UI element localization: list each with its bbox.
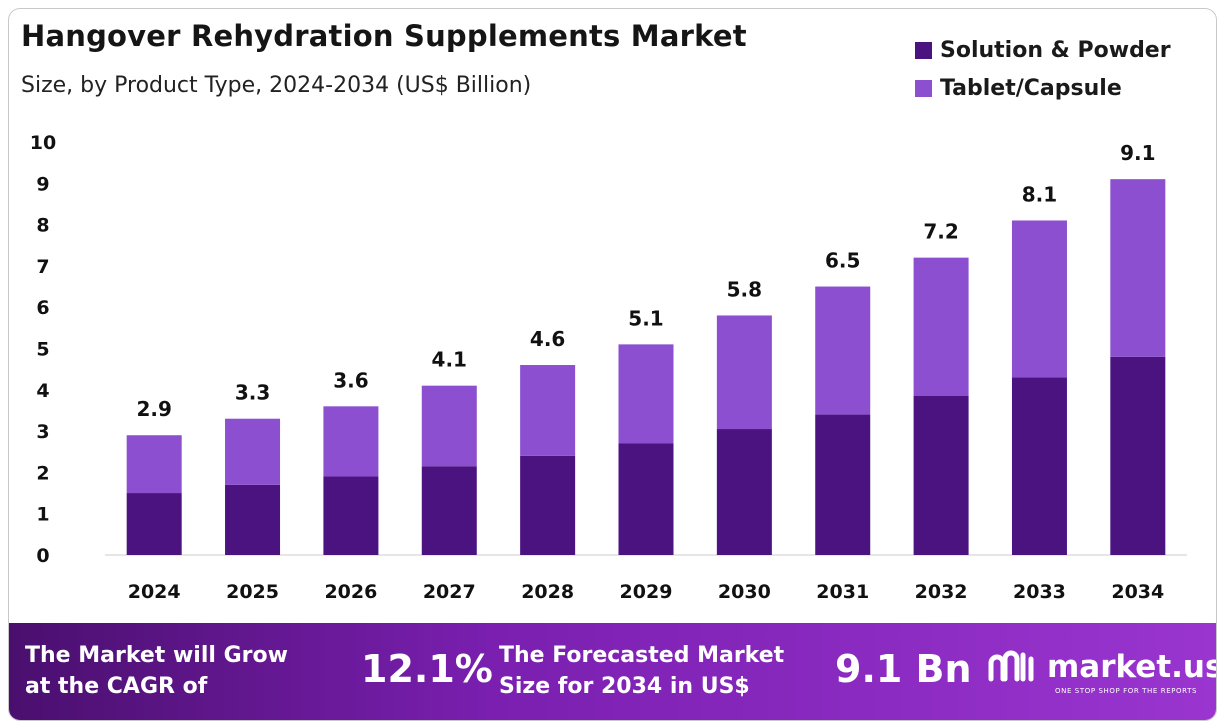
data-label-2024: 2.9 (136, 397, 171, 421)
data-label-2034: 9.1 (1120, 141, 1155, 165)
bar-solution-2031 (815, 414, 871, 555)
y-tick-label: 10 (30, 132, 56, 154)
y-tick-label: 8 (36, 215, 49, 237)
bar-solution-2033 (1011, 377, 1067, 555)
bar-tablet-2024 (126, 435, 182, 494)
legend-swatch-tablet (915, 79, 932, 97)
bar-tablet-2034 (1110, 179, 1166, 357)
brand-name: market.us (1047, 649, 1217, 685)
y-tick-label: 9 (36, 173, 49, 195)
legend-swatch-solution (915, 41, 932, 59)
data-label-2028: 4.6 (530, 327, 565, 351)
chart-card: Hangover Rehydration Supplements Market … (8, 8, 1217, 721)
legend-item-solution: Solution & Powder (915, 31, 1171, 69)
x-tick-label-2027: 2027 (423, 581, 476, 603)
bar-tablet-2030 (716, 315, 772, 430)
x-tick-label-2033: 2033 (1013, 581, 1066, 603)
bar-tablet-2027 (421, 385, 477, 467)
bar-solution-2027 (421, 466, 477, 555)
data-label-2025: 3.3 (235, 381, 270, 405)
bar-tablet-2033 (1011, 220, 1067, 378)
forecast-label: The Forecasted Market Size for 2034 in U… (499, 643, 785, 699)
bar-solution-2032 (913, 395, 969, 555)
y-tick-label: 2 (36, 462, 49, 484)
x-tick-label-2025: 2025 (226, 581, 279, 603)
x-tick-label-2034: 2034 (1111, 581, 1164, 603)
x-tick-label-2024: 2024 (128, 581, 181, 603)
y-tick-label: 3 (36, 421, 49, 443)
data-label-2027: 4.1 (432, 348, 467, 372)
x-tick-label-2032: 2032 (915, 581, 968, 603)
bar-tablet-2025 (225, 418, 281, 485)
legend-label-tablet: Tablet/Capsule (940, 75, 1122, 101)
y-tick-label: 1 (36, 504, 49, 526)
legend-item-tablet: Tablet/Capsule (915, 69, 1171, 107)
bar-solution-2028 (520, 455, 576, 555)
bar-tablet-2026 (323, 406, 379, 477)
market-us-logo-icon (988, 650, 1034, 682)
y-tick-label: 5 (36, 339, 49, 361)
brand-logo: market.us (987, 649, 1217, 685)
x-tick-label-2028: 2028 (521, 581, 574, 603)
bar-solution-2026 (323, 476, 379, 555)
data-label-2030: 5.8 (727, 277, 762, 301)
x-tick-label-2026: 2026 (324, 581, 377, 603)
bar-tablet-2032 (913, 257, 969, 396)
bar-tablet-2029 (618, 344, 674, 444)
x-tick-label-2031: 2031 (816, 581, 869, 603)
bar-solution-2030 (716, 429, 772, 555)
legend: Solution & Powder Tablet/Capsule (915, 31, 1171, 107)
brand-tagline: ONE STOP SHOP FOR THE REPORTS (1055, 687, 1198, 695)
cagr-value: 12.1% (361, 647, 493, 691)
bar-solution-2034 (1110, 356, 1166, 555)
y-tick-label: 7 (36, 256, 49, 278)
y-tick-label: 4 (36, 380, 49, 402)
forecast-value: 9.1 Bn (835, 647, 972, 691)
chart-title: Hangover Rehydration Supplements Market (21, 19, 747, 53)
cagr-label: The Market will Grow at the CAGR of (25, 643, 288, 699)
data-label-2031: 6.5 (825, 249, 860, 273)
bar-solution-2029 (618, 443, 674, 555)
data-label-2029: 5.1 (628, 306, 663, 330)
legend-label-solution: Solution & Powder (940, 37, 1171, 63)
bar-solution-2025 (225, 484, 281, 555)
bar-tablet-2028 (520, 365, 576, 456)
chart-subtitle: Size, by Product Type, 2024-2034 (US$ Bi… (21, 73, 532, 98)
data-label-2026: 3.6 (333, 368, 368, 392)
bar-chart: 0 1 2 3 4 5 6 7 8 9 10 2.9 2024 3.3 2025 3.6 2026 4.1 2027… (30, 132, 1187, 603)
data-label-2033: 8.1 (1022, 182, 1057, 206)
bar-solution-2024 (126, 493, 182, 555)
data-label-2032: 7.2 (923, 220, 958, 244)
x-tick-label-2030: 2030 (718, 581, 771, 603)
y-tick-label: 6 (36, 297, 49, 319)
bar-tablet-2031 (815, 286, 871, 415)
y-tick-label: 0 (36, 545, 49, 567)
footer-banner: The Market will Grow at the CAGR of 12.1… (9, 623, 1216, 720)
x-tick-label-2029: 2029 (620, 581, 673, 603)
